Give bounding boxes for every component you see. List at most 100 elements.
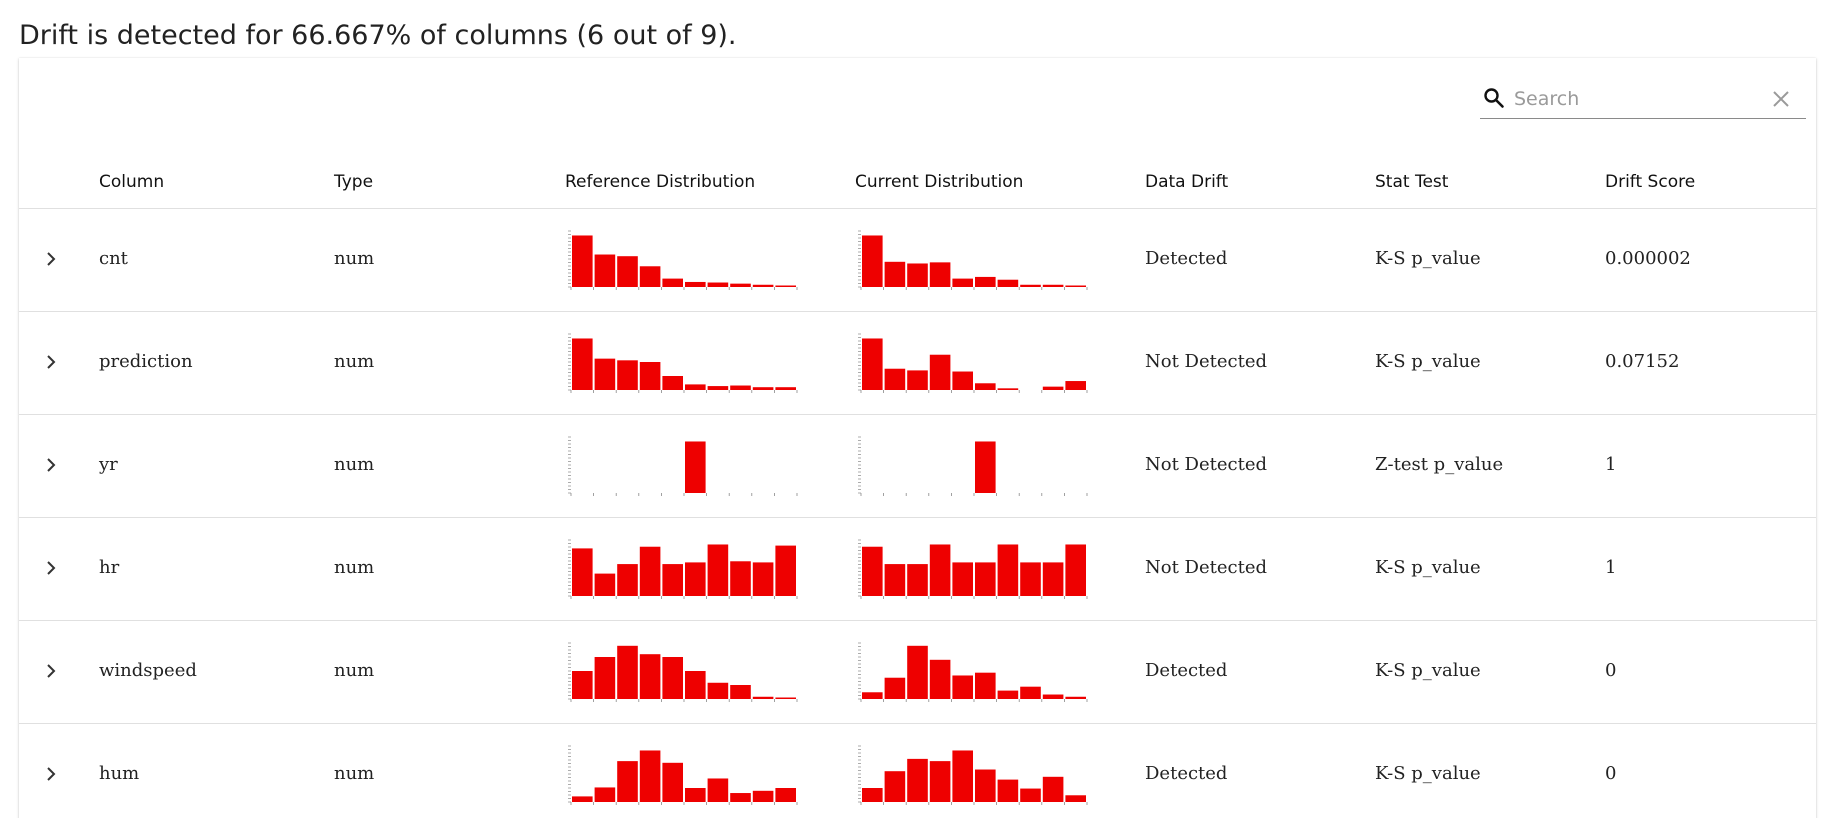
cell-data-drift: Detected <box>1145 763 1228 784</box>
cell-column: hum <box>99 763 140 784</box>
chevron-right-icon[interactable] <box>39 247 63 271</box>
histogram-bar <box>572 338 593 390</box>
histogram-bar <box>707 386 729 390</box>
header-type[interactable]: Type <box>334 172 374 192</box>
close-icon[interactable] <box>1770 88 1792 110</box>
histogram-bar <box>730 283 751 287</box>
histogram-bar <box>1020 788 1041 802</box>
cell-type: num <box>334 660 375 681</box>
histogram-bar <box>862 692 883 699</box>
histogram-bar <box>884 677 906 699</box>
histogram-bar <box>952 750 973 802</box>
cell-column: cnt <box>99 248 128 269</box>
current-histogram <box>858 436 1088 496</box>
cell-drift-score: 1 <box>1605 557 1617 578</box>
histogram-bar <box>1065 285 1086 287</box>
histogram-bar <box>1042 776 1064 802</box>
histogram-bar <box>752 562 774 596</box>
header-drift-score[interactable]: Drift Score <box>1605 172 1696 192</box>
cell-data-drift: Detected <box>1145 660 1228 681</box>
histogram-bar <box>617 256 638 287</box>
table-row[interactable]: prediction num Not Detected K-S p_value 0.07… <box>19 312 1816 415</box>
histogram-bar <box>639 750 661 802</box>
histogram-bar <box>707 282 729 287</box>
histogram-bar <box>975 769 996 802</box>
chevron-right-icon[interactable] <box>39 350 63 374</box>
histogram-bar <box>594 787 616 802</box>
histogram-bar <box>1065 696 1086 699</box>
histogram-bar <box>862 338 883 390</box>
table-row[interactable]: hum num Detected K-S p_value 0 <box>19 724 1816 818</box>
cell-stat-test: K-S p_value <box>1375 248 1481 269</box>
reference-histogram <box>568 539 798 599</box>
cell-stat-test: K-S p_value <box>1375 557 1481 578</box>
histogram-bar <box>907 564 928 596</box>
histogram-bar <box>1020 284 1041 287</box>
histogram-bar <box>907 263 928 287</box>
histogram-bar <box>662 376 683 390</box>
reference-histogram <box>568 745 798 805</box>
histogram-bar <box>1065 381 1086 390</box>
histogram-bar <box>884 564 906 596</box>
table-row[interactable]: hr num Not Detected K-S p_value 1 <box>19 518 1816 621</box>
histogram-bar <box>907 758 928 802</box>
drift-summary: Drift is detected for 66.667% of columns… <box>19 20 737 51</box>
histogram-bar <box>662 657 683 699</box>
histogram-bar <box>752 284 774 287</box>
histogram-bar <box>572 671 593 699</box>
histogram-bar <box>929 659 951 699</box>
histogram-bar <box>929 354 951 390</box>
header-reference-distribution[interactable]: Reference Distribution <box>565 172 756 192</box>
header-stat-test[interactable]: Stat Test <box>1375 172 1449 192</box>
histogram-bar <box>685 384 706 390</box>
table-row[interactable]: yr num Not Detected Z-test p_value 1 <box>19 415 1816 518</box>
chevron-right-icon[interactable] <box>39 762 63 786</box>
cell-data-drift: Not Detected <box>1145 351 1268 372</box>
histogram-bar <box>1042 284 1064 287</box>
header-data-drift[interactable]: Data Drift <box>1145 172 1229 192</box>
histogram-bar <box>884 368 906 390</box>
cell-type: num <box>334 557 375 578</box>
histogram-bar <box>752 387 774 390</box>
histogram-bar <box>594 573 616 596</box>
reference-histogram <box>568 642 798 702</box>
chevron-right-icon[interactable] <box>39 453 63 477</box>
table-header: Column Type Reference Distribution Curre… <box>19 158 1816 209</box>
histogram-bar <box>1065 544 1086 596</box>
histogram-bar <box>617 645 638 699</box>
cell-type: num <box>334 351 375 372</box>
histogram-bar <box>639 362 661 390</box>
current-histogram <box>858 642 1088 702</box>
cell-type: num <box>334 454 375 475</box>
histogram-bar <box>707 778 729 802</box>
histogram-bar <box>685 671 706 699</box>
cell-stat-test: K-S p_value <box>1375 660 1481 681</box>
histogram-bar <box>775 545 796 596</box>
cell-drift-score: 0.07152 <box>1605 351 1680 372</box>
histogram-bar <box>594 657 616 699</box>
search-input[interactable] <box>1514 84 1764 114</box>
header-column[interactable]: Column <box>99 172 165 192</box>
histogram-bar <box>617 360 638 390</box>
cell-data-drift: Detected <box>1145 248 1228 269</box>
histogram-bar <box>952 371 973 390</box>
chevron-right-icon[interactable] <box>39 659 63 683</box>
chevron-right-icon[interactable] <box>39 556 63 580</box>
histogram-bar <box>862 546 883 596</box>
histogram-bar <box>639 546 661 596</box>
histogram-bar <box>572 548 593 596</box>
histogram-bar <box>662 762 683 802</box>
histogram-bar <box>907 370 928 390</box>
histogram-bar <box>929 544 951 596</box>
histogram-bar <box>752 790 774 802</box>
table-row[interactable]: windspeed num Detected K-S p_value 0 <box>19 621 1816 724</box>
cell-stat-test: K-S p_value <box>1375 763 1481 784</box>
histogram-bar <box>907 645 928 699</box>
cell-drift-score: 0.000002 <box>1605 248 1691 269</box>
table-row[interactable]: cnt num Detected K-S p_value 0.000002 <box>19 209 1816 312</box>
histogram-bar <box>707 544 729 596</box>
histogram-bar <box>884 771 906 802</box>
histogram-bar <box>997 779 1019 802</box>
header-current-distribution[interactable]: Current Distribution <box>855 172 1024 192</box>
histogram-bar <box>730 561 751 596</box>
